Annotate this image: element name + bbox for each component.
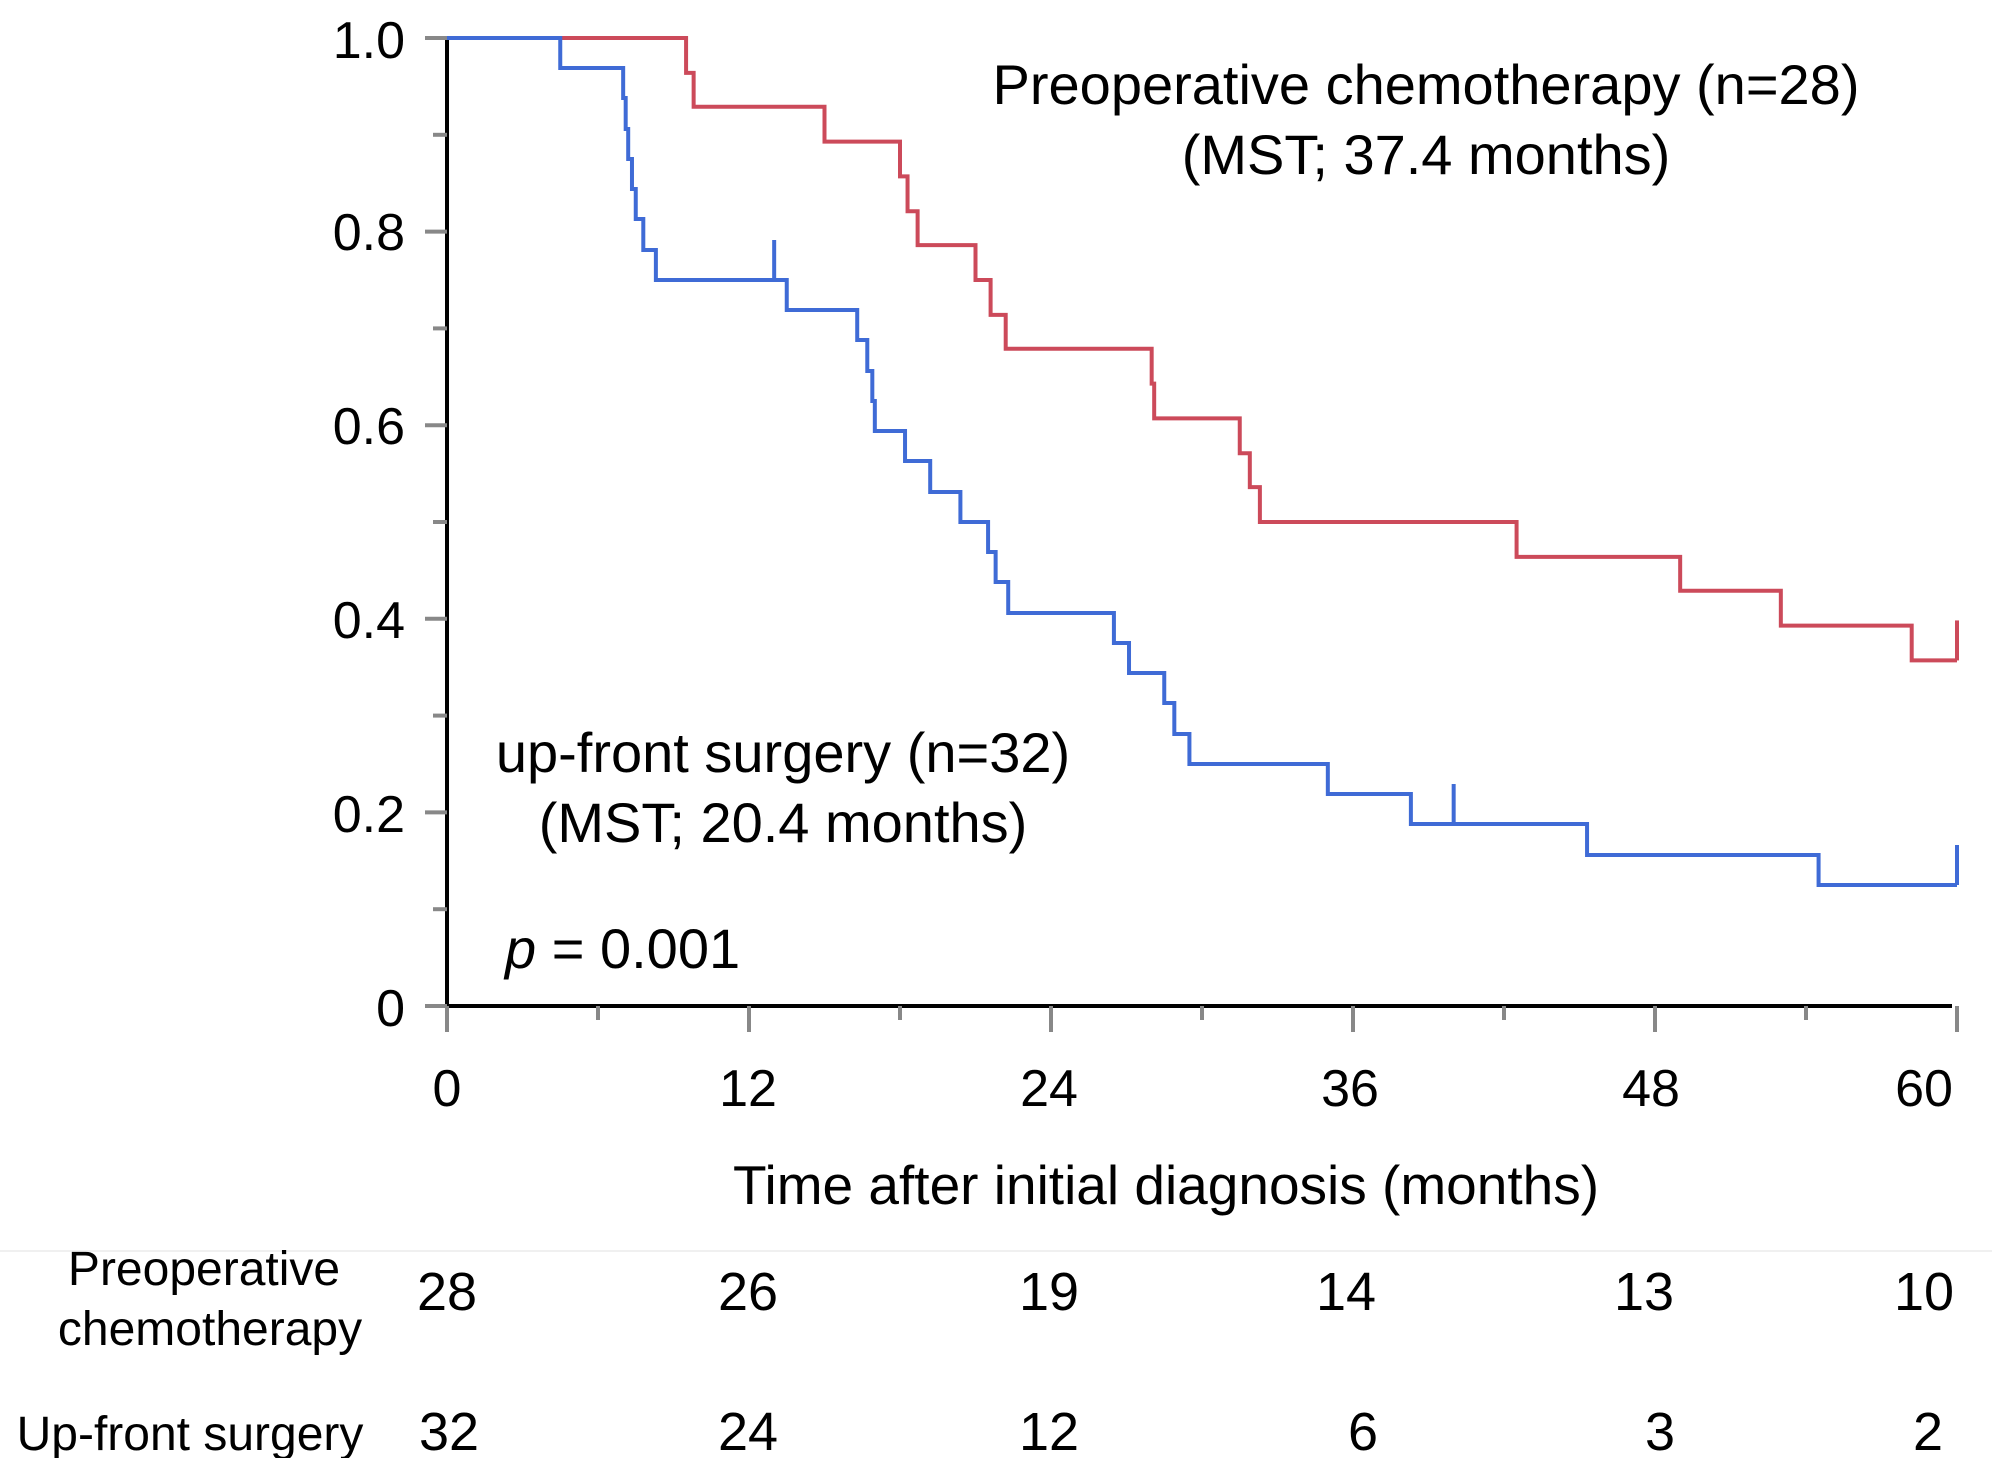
x-tick-labels: 0 12 24 36 48 60	[433, 1060, 1953, 1118]
risk-chemo-12: 26	[718, 1262, 778, 1322]
risk-surgery-0: 32	[419, 1402, 479, 1458]
risk-surgery-60: 2	[1913, 1402, 1943, 1458]
y-tick-label-5: 1.0	[333, 12, 405, 70]
x-tick-label-24: 24	[1020, 1060, 1078, 1118]
p-symbol: p	[503, 917, 536, 980]
y-tick-label-0: 0	[376, 980, 405, 1038]
x-tick-label-48: 48	[1622, 1060, 1680, 1118]
risk-surgery-48: 3	[1645, 1402, 1675, 1458]
series-line-chemo	[447, 36, 1957, 663]
risk-chemo-24: 19	[1019, 1262, 1079, 1322]
x-axis-title: Time after initial diagnosis (months)	[733, 1154, 1599, 1216]
risk-chemo-48: 13	[1614, 1262, 1674, 1322]
x-tick-label-0: 0	[433, 1060, 462, 1118]
series-label-chemo: Preoperative chemotherapy (n=28)	[993, 53, 1860, 116]
survival-curves	[447, 36, 1959, 887]
risk-table: Preoperative chemotherapy Up-front surge…	[0, 1243, 1992, 1458]
y-ticks	[425, 36, 447, 1008]
y-tick-labels: 0 0.2 0.4 0.6 0.8 1.0	[333, 12, 405, 1038]
y-tick-label-4: 0.8	[333, 204, 405, 262]
risk-chemo-60: 10	[1894, 1262, 1954, 1322]
p-value-text: = 0.001	[536, 917, 740, 980]
risk-chemo-0: 28	[417, 1262, 477, 1322]
risk-row-label-chemo-line2: chemotherapy	[58, 1303, 362, 1356]
risk-row-label-surgery: Up-front surgery	[17, 1408, 364, 1458]
risk-row-label-chemo-line1: Preoperative	[68, 1243, 340, 1296]
x-ticks	[445, 1006, 1959, 1032]
annotations: Preoperative chemotherapy (n=28) (MST; 3…	[496, 53, 1860, 980]
x-tick-label-60: 60	[1895, 1060, 1953, 1118]
risk-chemo-36: 14	[1316, 1262, 1376, 1322]
mst-label-chemo: (MST; 37.4 months)	[1182, 123, 1671, 186]
y-tick-label-2: 0.4	[333, 592, 405, 650]
risk-surgery-12: 24	[718, 1402, 778, 1458]
risk-surgery-36: 6	[1348, 1402, 1378, 1458]
x-tick-label-36: 36	[1321, 1060, 1379, 1118]
mst-label-surgery: (MST; 20.4 months)	[539, 791, 1028, 854]
x-tick-label-12: 12	[719, 1060, 777, 1118]
series-line-surgery	[447, 36, 1957, 887]
y-tick-label-3: 0.6	[333, 398, 405, 456]
series-label-surgery: up-front surgery (n=32)	[496, 721, 1070, 784]
p-value: p = 0.001	[503, 917, 740, 980]
y-tick-label-1: 0.2	[333, 786, 405, 844]
risk-surgery-24: 12	[1019, 1402, 1079, 1458]
